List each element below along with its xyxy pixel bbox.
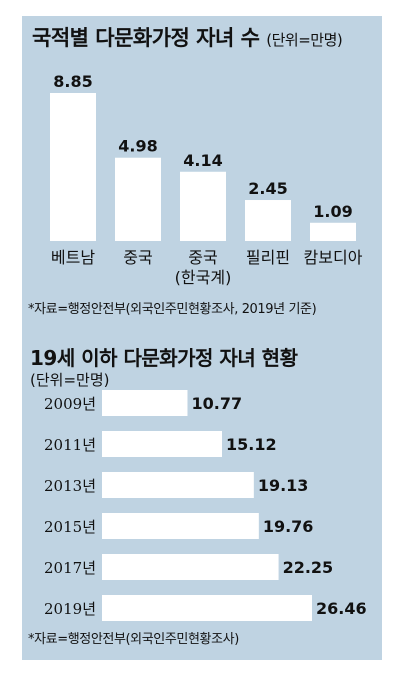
top-chart-source: *자료=행정안전부(외국인주민현황조사, 2019년 기준) [28,302,317,317]
bottom-chart-unit: (단위=만명) [30,371,110,389]
top-chart-title-text: 국적별 다문화가정 자녀 수 [32,26,260,50]
bottom-bar-value-label: 10.77 [191,394,242,413]
bottom-bar-value-label: 26.46 [316,599,367,618]
top-bar-value-label: 4.14 [183,151,222,170]
top-bar-value-label: 1.09 [313,202,352,221]
top-bar [180,171,226,241]
bottom-bar-value-label: 15.12 [226,435,277,454]
top-bar [310,222,356,241]
bottom-bar-value-label: 22.25 [283,558,334,577]
bottom-year-label: 2009년 [44,395,96,413]
top-category-label: 필리핀 [246,248,290,267]
top-category-label: 중국 [188,248,217,267]
top-bar [50,93,96,241]
bottom-bar [102,595,312,621]
top-bar [115,157,161,241]
top-category-label: 베트남 [51,248,95,267]
top-bar [245,200,291,241]
infographic-panel: 국적별 다문화가정 자녀 수 (단위=만명) 8.85 베트남 4.98 중국 4.14… [22,16,382,660]
top-bar-value-label: 8.85 [53,72,92,91]
bottom-year-label: 2013년 [44,477,96,495]
bottom-chart-title: 19세 이하 다문화가정 자녀 현황 [30,346,298,370]
top-category-label: (한국계) [175,268,232,287]
bottom-year-label: 2017년 [44,559,96,577]
bottom-bar [102,431,222,457]
bottom-year-label: 2015년 [44,518,96,536]
bottom-bar-value-label: 19.76 [263,517,314,536]
bottom-chart-source: *자료=행정안전부(외국인주민현황조사) [28,632,239,647]
bottom-year-label: 2019년 [44,600,96,618]
bottom-bar [102,554,279,580]
bottom-bar [102,472,254,498]
top-chart-title: 국적별 다문화가정 자녀 수 (단위=만명) [32,22,343,52]
top-chart-unit: (단위=만명) [266,31,343,49]
bottom-bar [102,390,188,416]
charts-canvas: 8.85베트남4.98중국4.14중국(한국계)2.45필리핀1.09캄보디아2… [44,72,367,621]
bottom-year-label: 2011년 [44,436,96,454]
top-bar-value-label: 4.98 [118,137,157,156]
top-bar-value-label: 2.45 [248,179,287,198]
top-category-label: 캄보디아 [304,248,363,267]
bottom-bar [102,513,259,539]
bottom-bar-value-label: 19.13 [258,476,309,495]
top-category-label: 중국 [123,248,152,267]
